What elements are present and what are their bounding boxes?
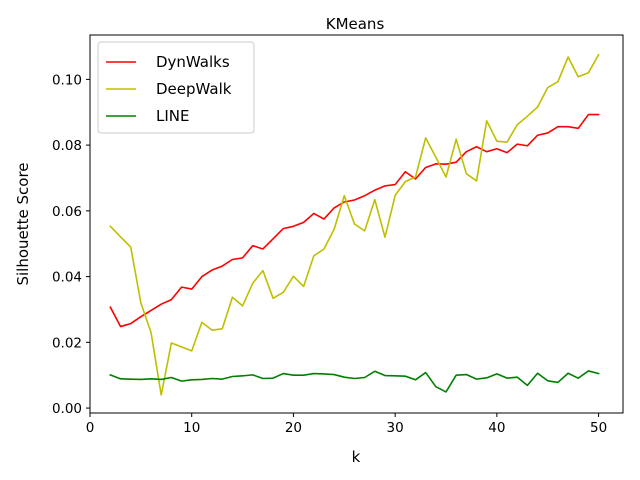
y-tick-label: 0.04 bbox=[52, 270, 82, 286]
y-tick-label: 0.02 bbox=[52, 335, 82, 351]
x-tick-label: 0 bbox=[86, 420, 95, 436]
x-axis-label: k bbox=[352, 448, 361, 466]
y-axis: 0.00 0.02 0.04 0.06 0.08 0.10 bbox=[52, 72, 90, 417]
legend-label-deepwalk: DeepWalk bbox=[156, 80, 232, 98]
x-tick-label: 10 bbox=[183, 420, 200, 436]
series-layer bbox=[109, 53, 600, 396]
x-tick-label: 40 bbox=[488, 420, 505, 436]
legend-label-line: LINE bbox=[156, 107, 189, 125]
x-tick-label: 50 bbox=[590, 420, 607, 436]
legend-label-dynwalks: DynWalks bbox=[156, 53, 230, 71]
series-line-dynwalks bbox=[109, 113, 600, 328]
legend-box bbox=[97, 41, 255, 134]
series-line-line bbox=[109, 370, 600, 393]
chart-title: KMeans bbox=[326, 15, 385, 33]
x-tick-label: 20 bbox=[285, 420, 302, 436]
plot-frame bbox=[89, 34, 624, 414]
series-line-deepwalk bbox=[109, 53, 600, 396]
y-axis-label: Silhouette Score bbox=[14, 162, 32, 285]
y-tick-label: 0.10 bbox=[52, 72, 82, 88]
x-axis: 0 10 20 30 40 50 bbox=[86, 413, 607, 436]
x-tick-label: 30 bbox=[387, 420, 404, 436]
y-tick-label: 0.06 bbox=[52, 204, 82, 220]
y-tick-label: 0.08 bbox=[52, 138, 82, 154]
y-tick-label: 0.00 bbox=[52, 401, 82, 417]
legend: DynWalks DeepWalk LINE bbox=[97, 41, 255, 134]
